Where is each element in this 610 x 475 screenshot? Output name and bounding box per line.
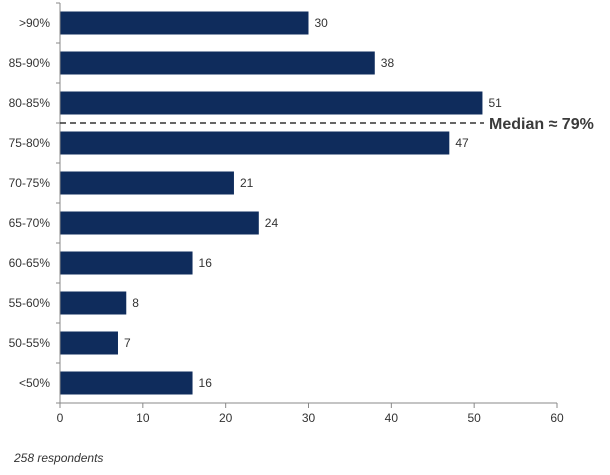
category-label-3: 75-80% xyxy=(9,136,51,150)
category-label-4: 70-75% xyxy=(9,176,51,190)
category-label-7: 55-60% xyxy=(9,296,51,310)
x-tick-label-2: 20 xyxy=(219,411,233,425)
median-label: Median ≈ 79% xyxy=(489,116,594,133)
value-label-3: 47 xyxy=(455,136,469,150)
value-label-4: 21 xyxy=(240,176,254,190)
bar-7 xyxy=(60,291,127,315)
bar-1 xyxy=(60,51,375,75)
x-tick-label-0: 0 xyxy=(57,411,64,425)
category-label-8: 50-55% xyxy=(9,336,51,350)
value-label-1: 38 xyxy=(381,56,395,70)
value-label-8: 7 xyxy=(124,336,131,350)
bar-0 xyxy=(60,11,309,35)
x-tick-label-3: 30 xyxy=(302,411,316,425)
value-label-5: 24 xyxy=(265,216,279,230)
category-label-6: 60-65% xyxy=(9,256,51,270)
value-label-0: 30 xyxy=(315,16,329,30)
bars-group xyxy=(60,11,483,395)
value-labels: 30 38 51 47 21 24 16 8 7 16 xyxy=(124,16,502,390)
bar-6 xyxy=(60,251,193,275)
bar-9 xyxy=(60,371,193,395)
category-label-1: 85-90% xyxy=(9,56,51,70)
category-label-2: 80-85% xyxy=(9,96,51,110)
x-tick-label-6: 60 xyxy=(550,411,564,425)
value-label-2: 51 xyxy=(488,96,502,110)
respondents-footnote: 258 respondents xyxy=(14,451,104,465)
value-label-9: 16 xyxy=(199,376,213,390)
x-tick-label-1: 10 xyxy=(136,411,150,425)
category-label-0: >90% xyxy=(19,16,50,30)
value-label-7: 8 xyxy=(132,296,139,310)
x-tick-label-4: 40 xyxy=(385,411,399,425)
axes-group: 0 10 20 30 40 50 60 xyxy=(56,2,564,425)
median-group: Median ≈ 79% xyxy=(60,116,594,133)
bar-4 xyxy=(60,171,234,195)
category-label-5: 65-70% xyxy=(9,216,51,230)
category-labels: >90% 85-90% 80-85% 75-80% 70-75% 65-70% 60-65%… xyxy=(9,16,51,390)
bar-8 xyxy=(60,331,118,355)
bar-3 xyxy=(60,131,450,155)
bar-2 xyxy=(60,91,483,115)
bar-5 xyxy=(60,211,259,235)
value-label-6: 16 xyxy=(199,256,213,270)
category-label-9: <50% xyxy=(19,376,50,390)
x-tick-label-5: 50 xyxy=(467,411,481,425)
